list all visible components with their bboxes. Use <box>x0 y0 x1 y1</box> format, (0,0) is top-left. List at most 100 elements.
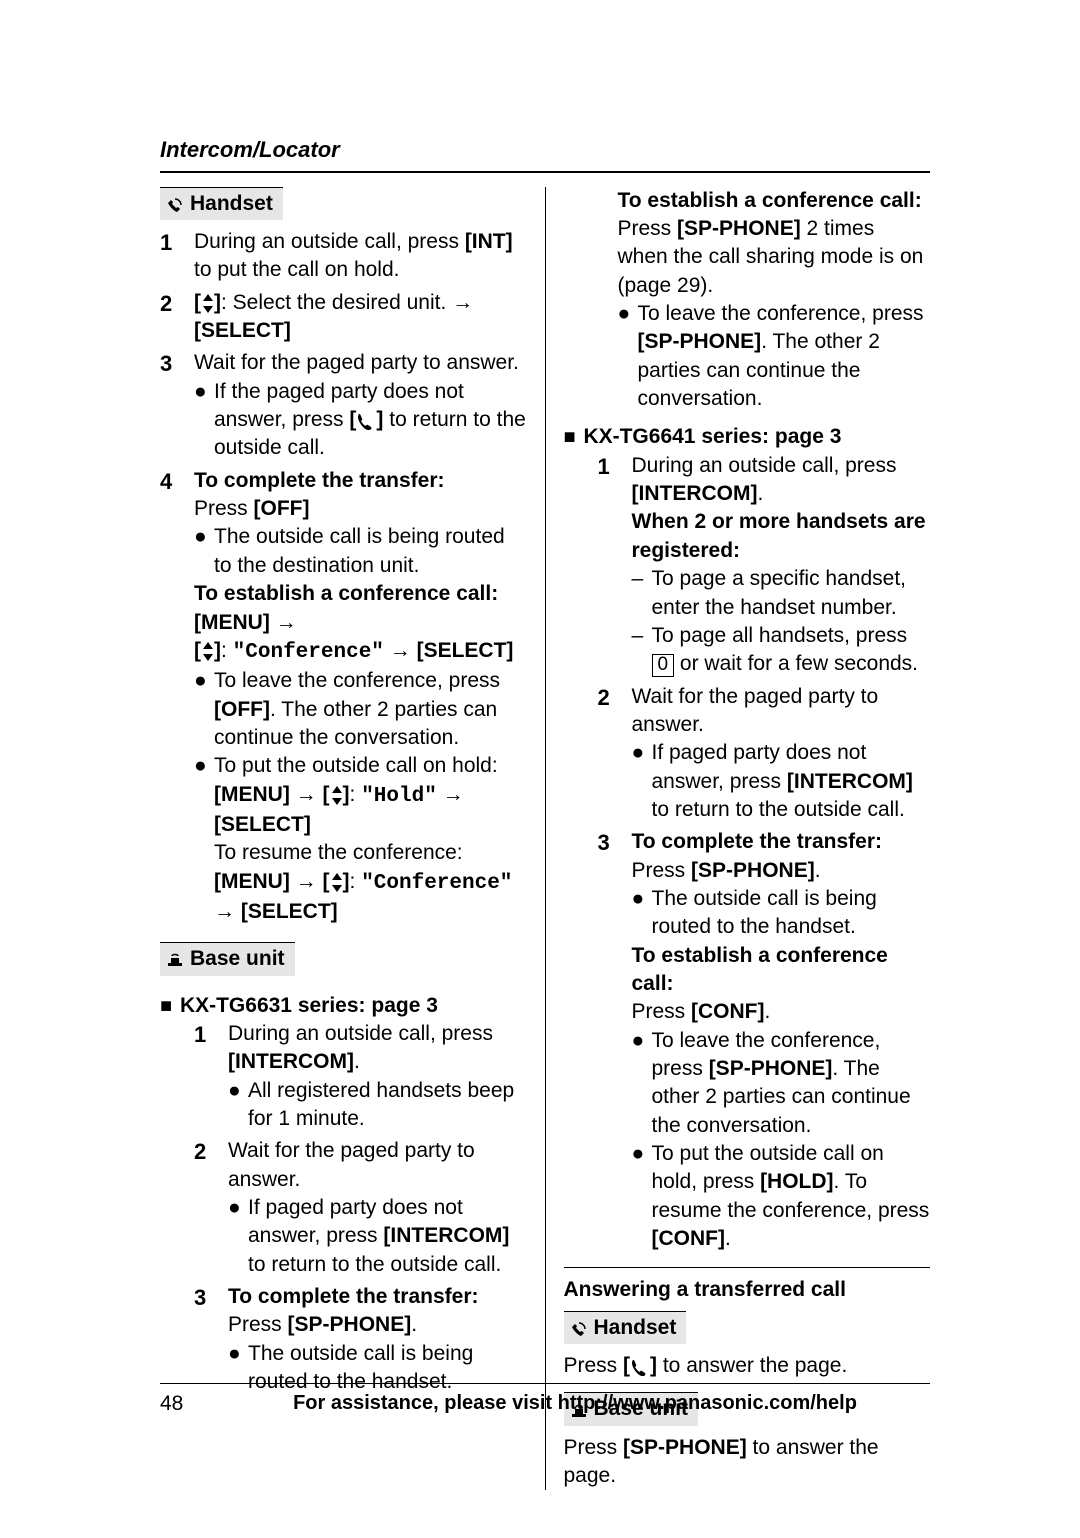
key-conf: [CONF] <box>691 1000 764 1023</box>
key-menu: [MENU] <box>194 611 270 634</box>
key-sp-phone: [SP-PHONE] <box>288 1313 412 1336</box>
registered-title: When 2 or more handsets are registered: <box>632 508 931 565</box>
bullet: ● To leave the conference, press [OFF]. … <box>194 667 527 752</box>
content-columns: Handset 1 During an outside call, press … <box>160 187 930 1491</box>
bullet: ● If the paged party does not answer, pr… <box>194 378 527 463</box>
key-int: [INT] <box>465 230 513 253</box>
key-sp-phone: [SP-PHONE] <box>623 1436 747 1459</box>
bullet: ● To leave the conference, press [SP-PHO… <box>618 300 931 413</box>
handset-steps: 1 During an outside call, press [INT] to… <box>160 228 527 926</box>
nav-key-icon <box>201 642 214 661</box>
menu-conference: "Conference" <box>233 641 384 664</box>
text: Press <box>632 859 692 882</box>
text: All registered handsets beep for 1 minut… <box>248 1077 527 1134</box>
dash: – To page all handsets, press 0 or wait … <box>632 622 931 679</box>
text: . <box>815 859 821 882</box>
step-2: 2 Wait for the paged party to answer. ● … <box>598 683 931 825</box>
text: To page a specific handset, enter the ha… <box>652 565 931 622</box>
answer-handset: Press [] to answer the page. <box>564 1352 931 1380</box>
answer-title: Answering a transferred call <box>564 1276 931 1304</box>
text: During an outside call, press <box>194 230 465 253</box>
handset-label-2: Handset <box>564 1311 687 1344</box>
base-steps-6631: 1 During an outside call, press [INTERCO… <box>194 1020 527 1396</box>
left-column: Handset 1 During an outside call, press … <box>160 187 546 1491</box>
bullet: ● To put the outside call on hold, press… <box>632 1140 931 1253</box>
handset-label: Handset <box>160 187 283 220</box>
step-1: 1 During an outside call, press [INTERCO… <box>194 1020 527 1133</box>
text: Wait for the paged party to answer. <box>632 685 879 736</box>
step-4: 4 To complete the transfer: Press [OFF] … <box>160 467 527 927</box>
handset-icon <box>570 1319 588 1337</box>
bullet: ● The outside call is being routed to th… <box>194 523 527 580</box>
base-steps-6641: 1 During an outside call, press [INTERCO… <box>598 452 931 1254</box>
nav-key-icon <box>201 294 214 313</box>
key-sp-phone: [SP-PHONE] <box>677 217 801 240</box>
nav-key-icon <box>330 873 343 892</box>
text: . <box>411 1313 417 1336</box>
series-6641: ■ KX-TG6641 series: page 3 <box>564 423 931 451</box>
text: to put the call on hold. <box>194 258 399 281</box>
bullet: ● To leave the conference, press [SP-PHO… <box>632 1027 931 1140</box>
handset-label-text: Handset <box>594 1314 677 1342</box>
key-sp-phone: [SP-PHONE] <box>638 330 762 353</box>
text: Press <box>618 217 678 240</box>
footer-text: For assistance, please visit http://www.… <box>220 1390 930 1418</box>
text: : Select the desired unit. <box>221 291 452 314</box>
text: Press <box>228 1313 288 1336</box>
step-num: 1 <box>194 1020 228 1133</box>
text: Press <box>632 1000 692 1023</box>
step-2: 2 []: Select the desired unit. → [SELECT… <box>160 289 527 346</box>
key-intercom: [INTERCOM] <box>787 770 913 793</box>
menu-hold: "Hold" <box>361 785 437 808</box>
right-column: To establish a conference call: Press [S… <box>546 187 931 1491</box>
bullet: ● To put the outside call on hold: [MENU… <box>194 752 527 926</box>
text: Press <box>194 497 254 520</box>
bullet: ● All registered handsets beep for 1 min… <box>228 1077 527 1134</box>
step-num: 4 <box>160 467 194 927</box>
talk-icon <box>356 412 376 430</box>
text: To leave the conference, press <box>638 302 924 325</box>
step-num: 3 <box>598 828 632 1253</box>
talk-icon <box>630 1358 650 1376</box>
text: To leave the conference, press <box>214 669 500 692</box>
step-num: 1 <box>598 452 632 679</box>
key-select: [SELECT] <box>417 639 514 662</box>
text: During an outside call, press <box>632 454 897 477</box>
text: or wait for a few seconds. <box>674 652 918 675</box>
step-3: 3 To complete the transfer: Press [SP-PH… <box>194 1283 527 1396</box>
series-6631: ■ KX-TG6631 series: page 3 <box>160 992 527 1020</box>
divider <box>564 1267 931 1268</box>
text: to return to the outside call. <box>248 1253 501 1276</box>
step-num: 2 <box>160 289 194 346</box>
step-1: 1 During an outside call, press [INT] to… <box>160 228 527 285</box>
text: . <box>354 1050 360 1073</box>
key-conf: [CONF] <box>652 1227 725 1250</box>
step-3: 3 Wait for the paged party to answer. ● … <box>160 349 527 462</box>
base-label-text: Base unit <box>190 945 285 973</box>
handset-icon <box>166 195 184 213</box>
text: During an outside call, press <box>228 1022 493 1045</box>
conf-title: To establish a conference call: <box>194 580 527 608</box>
conf-title: To establish a conference call: <box>618 187 931 215</box>
key-select: [SELECT] <box>241 900 338 923</box>
base-unit-label: Base unit <box>160 942 295 975</box>
key-hold: [HOLD] <box>760 1170 833 1193</box>
section-header: Intercom/Locator <box>160 135 930 173</box>
key-select: [SELECT] <box>214 813 311 836</box>
step-num: 3 <box>194 1283 228 1396</box>
transfer-title: To complete the transfer: <box>632 828 931 856</box>
text: . <box>757 482 763 505</box>
key-zero: 0 <box>652 654 675 677</box>
nav-key-icon <box>330 786 343 805</box>
conf-title: To establish a conference call: <box>632 942 931 999</box>
bullet: ● If paged party does not answer, press … <box>632 739 931 824</box>
key-sp-phone: [SP-PHONE] <box>691 859 815 882</box>
step-2: 2 Wait for the paged party to answer. ● … <box>194 1137 527 1279</box>
menu-conference: "Conference" <box>361 872 512 895</box>
key-off: [OFF] <box>214 698 270 721</box>
base-unit-icon <box>166 950 184 968</box>
footer: 48 For assistance, please visit http://w… <box>160 1383 930 1418</box>
key-intercom: [INTERCOM] <box>383 1224 509 1247</box>
transfer-title: To complete the transfer: <box>228 1283 527 1311</box>
text: To page all handsets, press <box>652 624 908 647</box>
